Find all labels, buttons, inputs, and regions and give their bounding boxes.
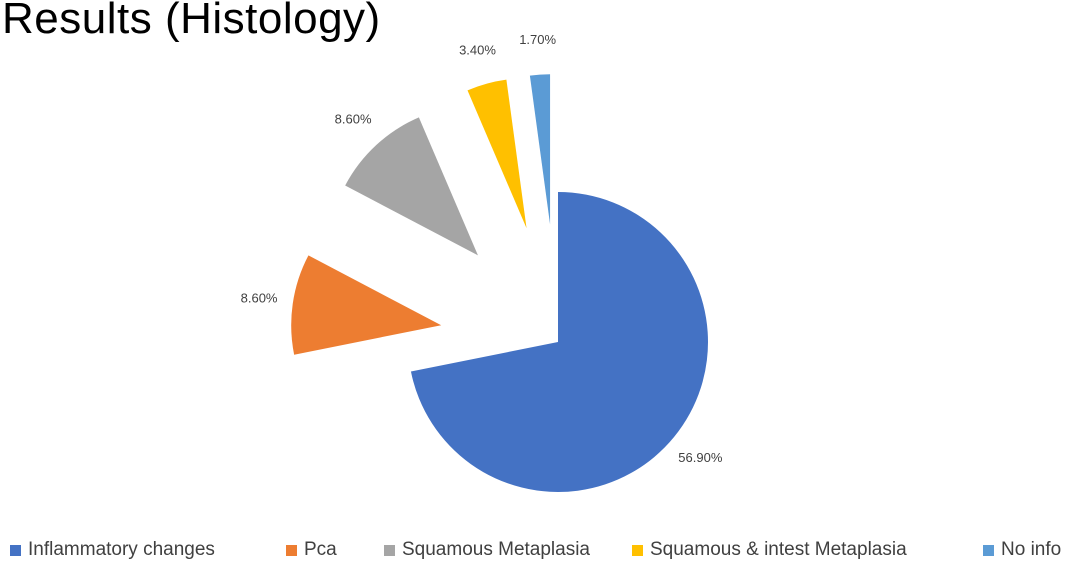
pie-slice-squamous-intest-metaplasia xyxy=(467,79,527,229)
pie-slice-inflammatory-changes xyxy=(410,191,708,492)
data-label-squamous-intest-metaplasia: 3.40% xyxy=(459,42,496,57)
legend-label: Squamous Metaplasia xyxy=(402,539,590,560)
legend-item-squamous-intest-metaplasia: Squamous & intest Metaplasia xyxy=(632,539,907,561)
legend-swatch xyxy=(384,544,395,556)
legend-swatch xyxy=(10,544,21,556)
data-label-pca: 8.60% xyxy=(241,290,278,305)
page-title: Results (Histology) xyxy=(2,0,381,43)
pie-chart: 56.90% 8.60% 8.60% 3.40% 1.70% xyxy=(241,32,723,492)
legend-item-no-info: No info xyxy=(983,539,1061,561)
legend-item-pca: Pca xyxy=(286,539,337,561)
data-label-inflammatory-changes: 56.90% xyxy=(678,450,723,465)
legend-item-inflammatory-changes: Inflammatory changes xyxy=(10,539,215,561)
legend-label: Pca xyxy=(304,539,337,560)
data-label-squamous-metaplasia: 8.60% xyxy=(335,112,372,127)
legend-label: Squamous & intest Metaplasia xyxy=(650,539,907,560)
data-label-no-info: 1.70% xyxy=(519,32,556,47)
pie-slice-pca xyxy=(291,255,442,355)
pie-slice-no-info xyxy=(529,74,551,225)
legend-label: No info xyxy=(1001,539,1062,560)
legend-swatch xyxy=(286,544,297,556)
chart-legend: Inflammatory changes Pca Squamous Metaplas… xyxy=(0,539,1080,567)
legend-swatch xyxy=(632,544,643,556)
legend-item-squamous-metaplasia: Squamous Metaplasia xyxy=(384,539,590,561)
legend-swatch xyxy=(983,544,994,556)
pie-slice-squamous-metaplasia xyxy=(345,117,478,256)
legend-label: Inflammatory changes xyxy=(28,539,215,560)
